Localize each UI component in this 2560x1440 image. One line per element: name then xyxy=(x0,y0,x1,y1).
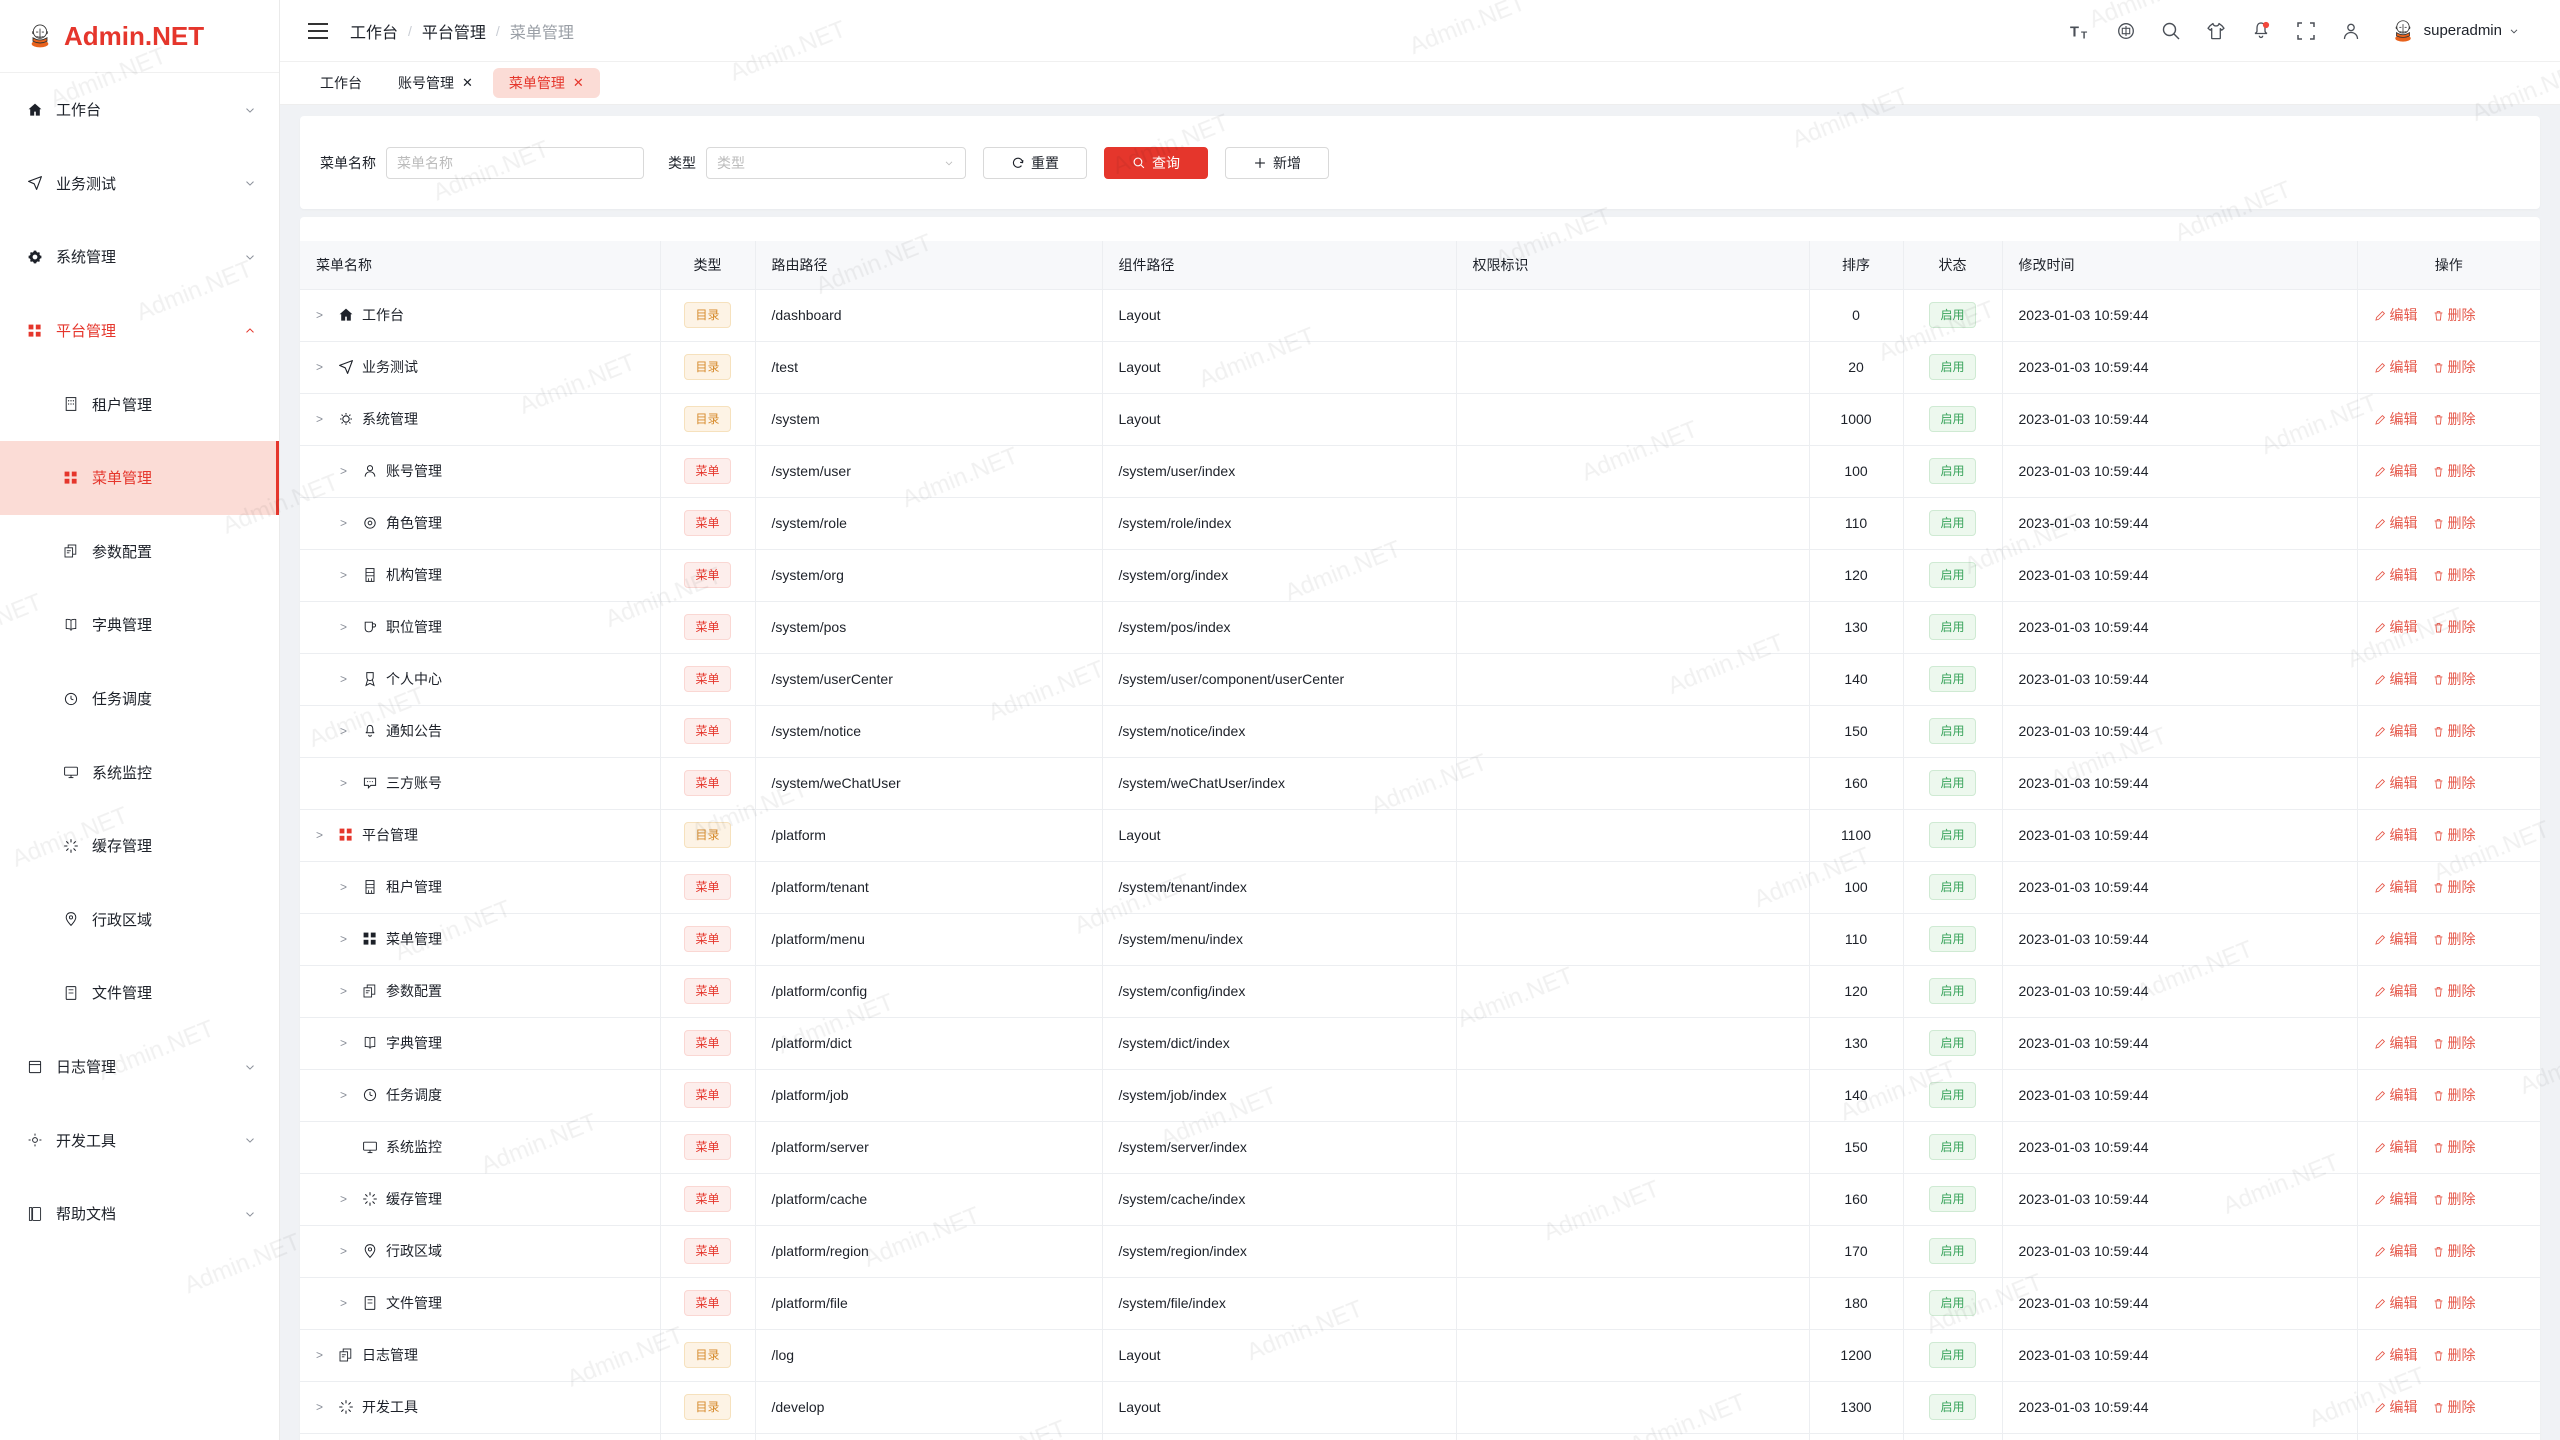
svg-text:T: T xyxy=(2070,24,2079,40)
svg-text:T: T xyxy=(2081,30,2088,41)
